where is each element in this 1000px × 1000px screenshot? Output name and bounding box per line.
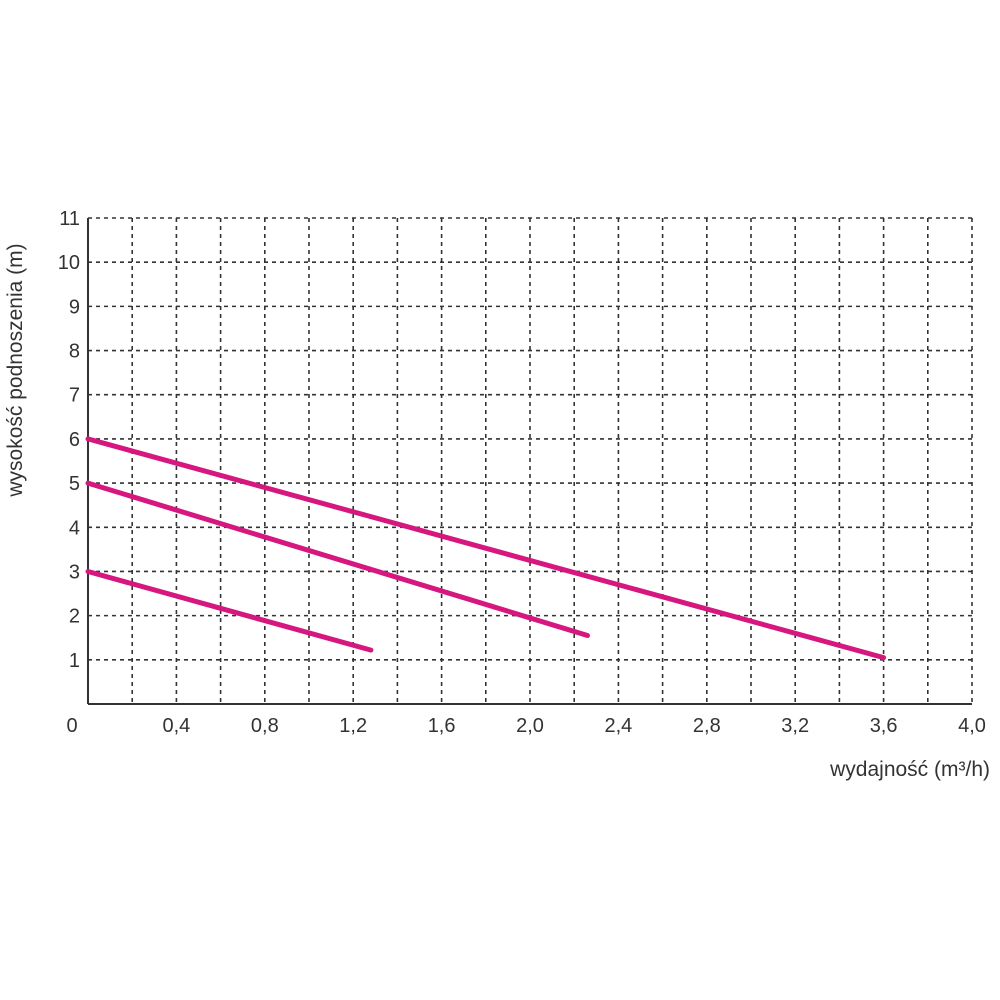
x-tick-label: 3,2 (781, 715, 809, 737)
y-tick-label: 9 (69, 296, 80, 318)
y-tick-label: 3 (69, 561, 80, 583)
x-tick-label: 2,4 (604, 715, 632, 737)
series-line-1 (85, 436, 887, 661)
series-line-3 (85, 569, 374, 653)
grid (88, 217, 973, 704)
series-line-2 (85, 480, 590, 638)
y-tick-label: 11 (59, 208, 80, 230)
x-tick-label: 2,0 (516, 715, 544, 737)
y-tick-labels: 1 2 3 4 5 6 7 8 9 10 11 (58, 208, 80, 672)
x-axis-label: wydajność (m³/h) (829, 758, 990, 781)
axes (87, 218, 972, 705)
x-tick-label: 0,4 (162, 715, 190, 737)
y-tick-label: 5 (69, 473, 80, 495)
x-tick-label: 0,8 (251, 715, 279, 737)
x-tick-label: 0 (66, 715, 77, 737)
x-tick-label: 1,2 (339, 715, 367, 737)
x-tick-label: 4,0 (958, 715, 986, 737)
y-tick-label: 8 (69, 341, 80, 363)
y-axis-label: wysokość podnoszenia (m) (4, 243, 27, 497)
series (85, 436, 887, 661)
y-tick-label: 10 (58, 252, 80, 274)
x-tick-label: 3,6 (870, 715, 898, 737)
x-tick-label: 1,6 (428, 715, 456, 737)
y-tick-label: 2 (69, 606, 80, 628)
y-tick-label: 1 (69, 650, 80, 672)
x-tick-label: 2,8 (693, 715, 721, 737)
y-tick-label: 4 (69, 517, 80, 539)
y-tick-label: 6 (69, 429, 80, 451)
y-tick-label: 7 (69, 385, 80, 407)
x-tick-labels: 0 0,4 0,8 1,2 1,6 2,0 2,4 2,8 3,2 3,6 4,0 (66, 715, 985, 737)
